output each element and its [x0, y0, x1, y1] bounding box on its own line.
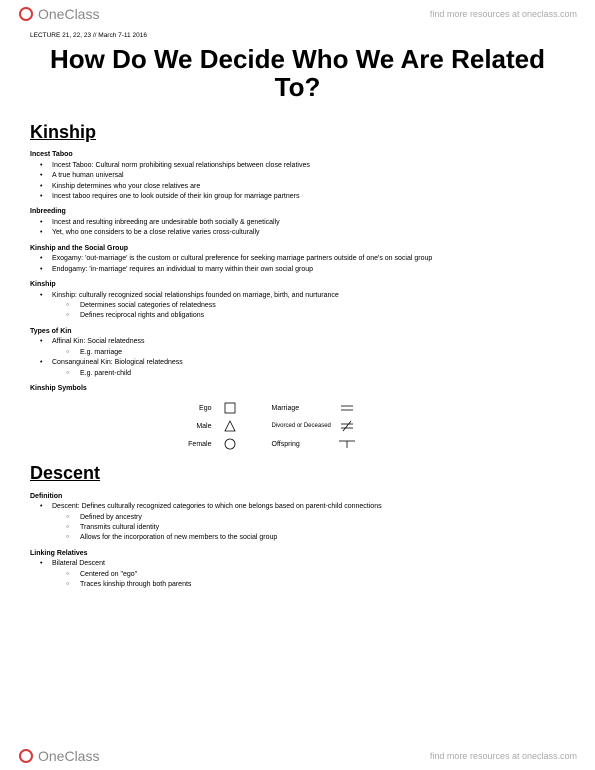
list-item: A true human universal — [52, 171, 565, 180]
symbol-label: Divorced or Deceased — [272, 423, 332, 430]
sub-inbreeding: Inbreeding — [30, 207, 565, 216]
list-incest-taboo: Incest Taboo: Cultural norm prohibiting … — [30, 161, 565, 202]
offspring-icon — [332, 438, 362, 450]
list-descent-def: Descent: Defines culturally recognized c… — [30, 502, 565, 511]
not-equals-icon — [332, 420, 362, 432]
document-content: LECTURE 21, 22, 23 // March 7-11 2016 Ho… — [30, 32, 565, 738]
list-kinship-def: Kinship: culturally recognized social re… — [30, 291, 565, 300]
list-item: Incest taboo requires one to look outsid… — [52, 192, 565, 201]
list-item: Centered on "ego" — [80, 570, 565, 579]
sublist-kinship-def: Determines social categories of relatedn… — [30, 301, 565, 321]
list-item: Transmits cultural identity — [80, 523, 565, 532]
sub-kinship-def: Kinship — [30, 280, 565, 289]
symbol-row-male: Male Divorced or Deceased — [178, 417, 418, 435]
list-item: Defined by ancestry — [80, 513, 565, 522]
list-types-of-kin: Affinal Kin: Social relatedness — [30, 337, 565, 346]
page-title: How Do We Decide Who We Are Related To? — [30, 45, 565, 102]
section-descent-title: Descent — [30, 461, 565, 485]
list-item: Affinal Kin: Social relatedness — [52, 337, 565, 346]
symbol-label: Female — [178, 440, 218, 449]
list-item: Yet, who one considers to be a close rel… — [52, 228, 565, 237]
symbol-row-female: Female Offspring — [178, 435, 418, 453]
sub-types-of-kin: Types of Kin — [30, 327, 565, 336]
page-header: OneClass find more resources at oneclass… — [0, 0, 595, 28]
triangle-icon — [218, 420, 242, 432]
section-kinship-title: Kinship — [30, 120, 565, 144]
list-item: Bilateral Descent — [52, 559, 565, 568]
sub-definition: Definition — [30, 492, 565, 501]
list-item: Endogamy: 'in-marriage' requires an indi… — [52, 265, 565, 274]
kinship-symbols-diagram: Ego Marriage Male Divorced or Deceased F… — [178, 399, 418, 453]
brand-name: OneClass — [38, 6, 99, 22]
list-linking: Bilateral Descent — [30, 559, 565, 568]
sub-kinship-symbols: Kinship Symbols — [30, 384, 565, 393]
list-item: Consanguineal Kin: Biological relatednes… — [52, 358, 565, 367]
list-item: Kinship determines who your close relati… — [52, 182, 565, 191]
header-tagline: find more resources at oneclass.com — [430, 9, 577, 19]
sublist-linking: Centered on "ego" Traces kinship through… — [30, 570, 565, 590]
list-item: Exogamy: 'out-marriage' is the custom or… — [52, 254, 565, 263]
symbol-label: Male — [178, 422, 218, 431]
list-item: Descent: Defines culturally recognized c… — [52, 502, 565, 511]
list-item: Determines social categories of relatedn… — [80, 301, 565, 310]
symbol-label: Marriage — [272, 404, 332, 413]
circle-icon — [218, 438, 242, 450]
footer-tagline: find more resources at oneclass.com — [430, 751, 577, 761]
list-item: E.g. marriage — [80, 348, 565, 357]
lecture-tag: LECTURE 21, 22, 23 // March 7-11 2016 — [30, 32, 565, 41]
symbol-row-ego: Ego Marriage — [178, 399, 418, 417]
equals-icon — [332, 402, 362, 414]
brand-logo: OneClass — [18, 6, 99, 22]
list-item: Kinship: culturally recognized social re… — [52, 291, 565, 300]
brand-logo-footer: OneClass — [18, 748, 99, 764]
logo-icon — [18, 6, 34, 22]
square-icon — [218, 402, 242, 414]
list-item: Allows for the incorporation of new memb… — [80, 533, 565, 542]
brand-name: OneClass — [38, 748, 99, 764]
page-footer: OneClass find more resources at oneclass… — [0, 742, 595, 770]
sublist-consang: E.g. parent-child — [30, 369, 565, 378]
list-item: Defines reciprocal rights and obligation… — [80, 311, 565, 320]
symbol-label: Offspring — [272, 440, 332, 449]
list-item: Incest Taboo: Cultural norm prohibiting … — [52, 161, 565, 170]
sub-linking: Linking Relatives — [30, 549, 565, 558]
sublist-affinal: E.g. marriage — [30, 348, 565, 357]
sub-social-group: Kinship and the Social Group — [30, 244, 565, 253]
list-social-group: Exogamy: 'out-marriage' is the custom or… — [30, 254, 565, 274]
list-consang: Consanguineal Kin: Biological relatednes… — [30, 358, 565, 367]
symbol-label: Ego — [178, 404, 218, 413]
sublist-descent-def: Defined by ancestry Transmits cultural i… — [30, 513, 565, 543]
sub-incest-taboo: Incest Taboo — [30, 150, 565, 159]
list-item: Incest and resulting inbreeding are unde… — [52, 218, 565, 227]
list-item: Traces kinship through both parents — [80, 580, 565, 589]
list-item: E.g. parent-child — [80, 369, 565, 378]
list-inbreeding: Incest and resulting inbreeding are unde… — [30, 218, 565, 238]
logo-icon — [18, 748, 34, 764]
